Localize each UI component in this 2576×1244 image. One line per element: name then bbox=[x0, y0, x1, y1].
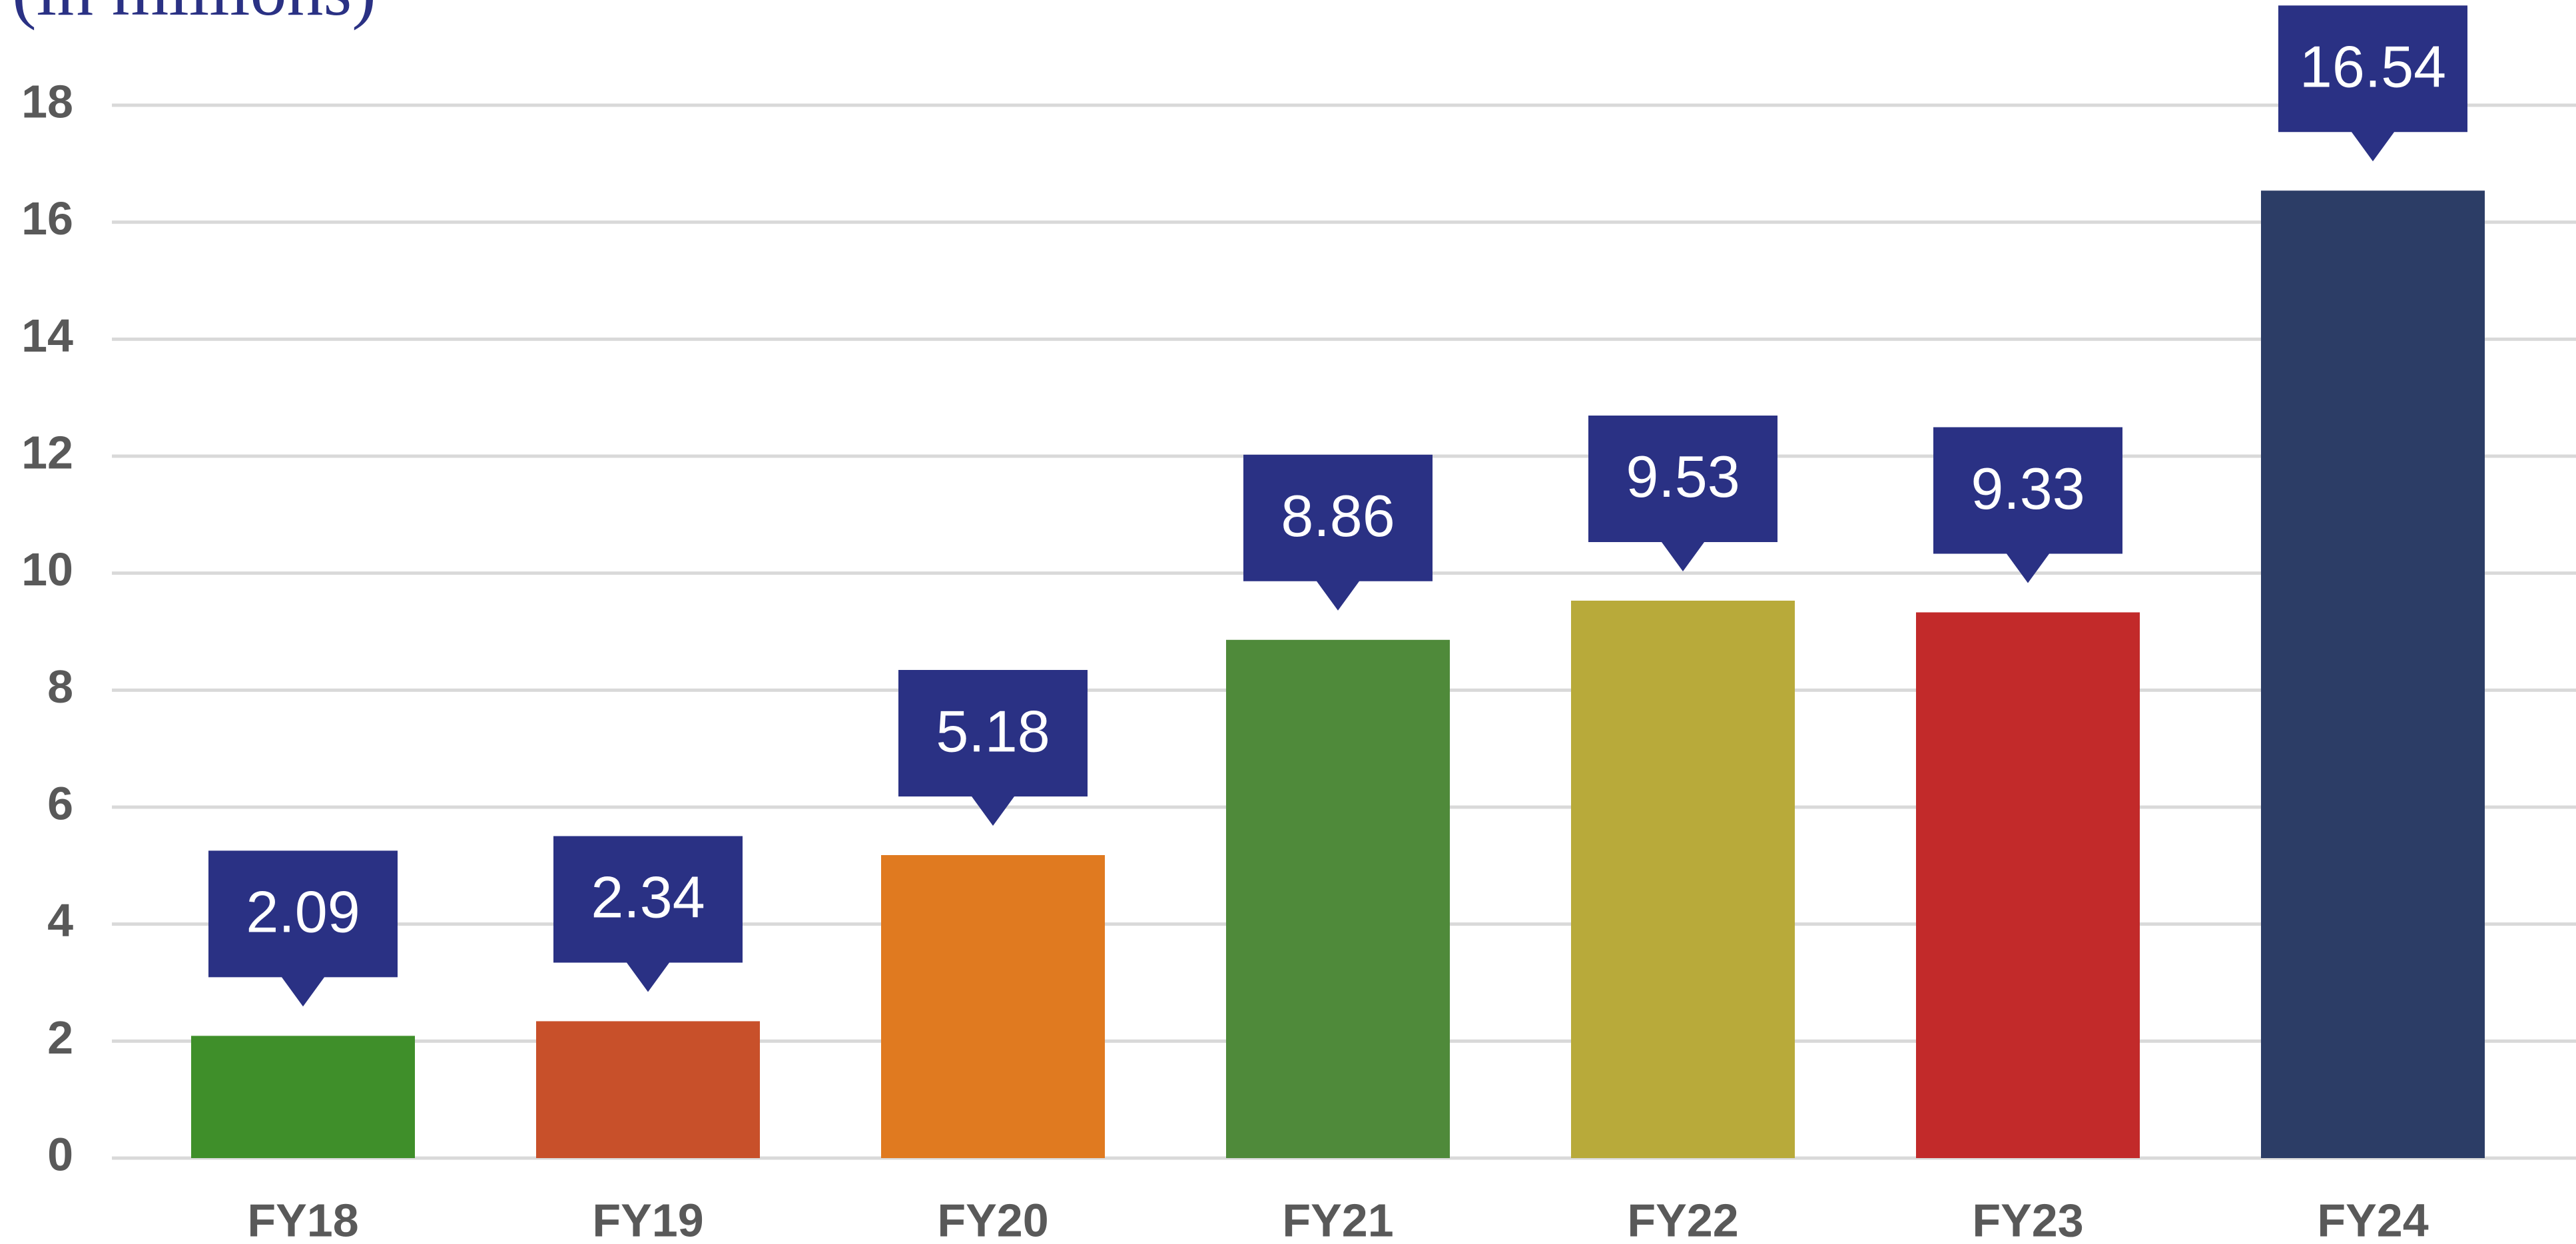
chart-title: (in millions) bbox=[12, 0, 376, 31]
x-tick-label: FY19 bbox=[592, 1194, 703, 1244]
y-tick-label: 10 bbox=[21, 543, 73, 595]
bar bbox=[191, 1036, 415, 1158]
y-tick-label: 4 bbox=[47, 894, 73, 946]
bar bbox=[1571, 601, 1795, 1158]
y-tick-label: 8 bbox=[47, 661, 73, 713]
chart: (in millions) 0 2 4 6 8 10 12 14 16 18 FY18 2.09 FY1… bbox=[0, 0, 2576, 1244]
value-label: 2.34 bbox=[591, 864, 705, 930]
bar bbox=[536, 1021, 760, 1158]
value-label: 9.33 bbox=[1971, 456, 2085, 521]
y-tick-label: 12 bbox=[21, 426, 73, 478]
x-tick-label: FY18 bbox=[247, 1194, 358, 1244]
y-tick-label: 18 bbox=[21, 75, 73, 127]
y-tick-label: 0 bbox=[47, 1128, 73, 1180]
y-tick-label: 14 bbox=[21, 310, 73, 362]
y-tick-label: 6 bbox=[47, 777, 73, 829]
y-tick-label: 16 bbox=[21, 192, 73, 244]
bar bbox=[1916, 613, 2140, 1158]
value-label: 16.54 bbox=[2300, 33, 2446, 99]
x-tick-label: FY23 bbox=[1972, 1194, 2083, 1244]
value-label: 5.18 bbox=[936, 698, 1050, 764]
bar bbox=[881, 855, 1105, 1158]
x-tick-label: FY20 bbox=[937, 1194, 1048, 1244]
bar bbox=[2261, 190, 2485, 1158]
value-label: 9.53 bbox=[1626, 444, 1740, 509]
value-label: 2.09 bbox=[246, 879, 360, 945]
bar bbox=[1226, 640, 1450, 1158]
y-tick-label: 2 bbox=[47, 1012, 73, 1064]
x-tick-label: FY24 bbox=[2317, 1194, 2428, 1244]
x-tick-label: FY22 bbox=[1627, 1194, 1738, 1244]
value-label: 8.86 bbox=[1281, 483, 1395, 549]
x-tick-label: FY21 bbox=[1282, 1194, 1393, 1244]
